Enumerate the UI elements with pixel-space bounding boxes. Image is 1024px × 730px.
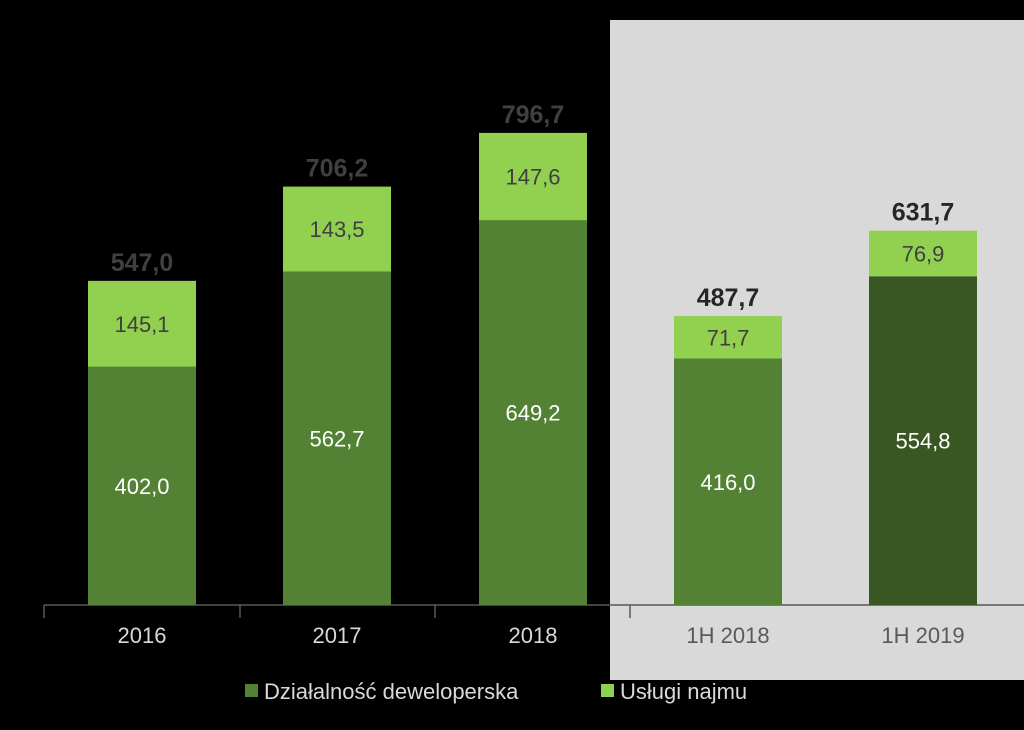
x-tick-label-3: 1H 2018: [686, 623, 769, 648]
label-total-4: 631,7: [892, 199, 955, 227]
bar-rental-1: [283, 186, 391, 272]
label-development-2: 649,2: [505, 401, 560, 426]
bar-rental-0: [88, 280, 196, 367]
bar-rental-2: [479, 132, 587, 221]
label-total-1: 706,2: [306, 155, 369, 183]
legend-swatch-rental: [601, 684, 614, 697]
label-rental-1: 143,5: [309, 217, 364, 242]
bar-development-4: [869, 276, 977, 605]
x-tick-label-4: 1H 2019: [881, 623, 964, 648]
label-development-1: 562,7: [309, 426, 364, 451]
bar-rental-4: [869, 230, 977, 277]
label-total-2: 796,7: [502, 101, 565, 129]
label-development-3: 416,0: [700, 470, 755, 495]
label-rental-4: 76,9: [902, 241, 945, 266]
label-rental-0: 145,1: [114, 312, 169, 337]
label-total-0: 547,0: [111, 249, 174, 277]
x-tick-label-1: 2017: [313, 623, 362, 648]
x-tick-label-2: 2018: [509, 623, 558, 648]
label-rental-2: 147,6: [505, 165, 560, 190]
legend-swatch-development: [245, 684, 258, 697]
label-development-4: 554,8: [895, 429, 950, 454]
bar-rental-3: [674, 316, 782, 359]
label-total-3: 487,7: [697, 284, 760, 312]
bar-development-2: [479, 220, 587, 605]
bar-development-0: [88, 366, 196, 605]
bar-development-3: [674, 358, 782, 605]
label-rental-3: 71,7: [707, 325, 750, 350]
x-tick-label-0: 2016: [118, 623, 167, 648]
bar-development-1: [283, 271, 391, 605]
legend-label-rental: Usługi najmu: [620, 679, 747, 704]
label-development-0: 402,0: [114, 474, 169, 499]
legend-label-development: Działalność deweloperska: [264, 679, 519, 704]
